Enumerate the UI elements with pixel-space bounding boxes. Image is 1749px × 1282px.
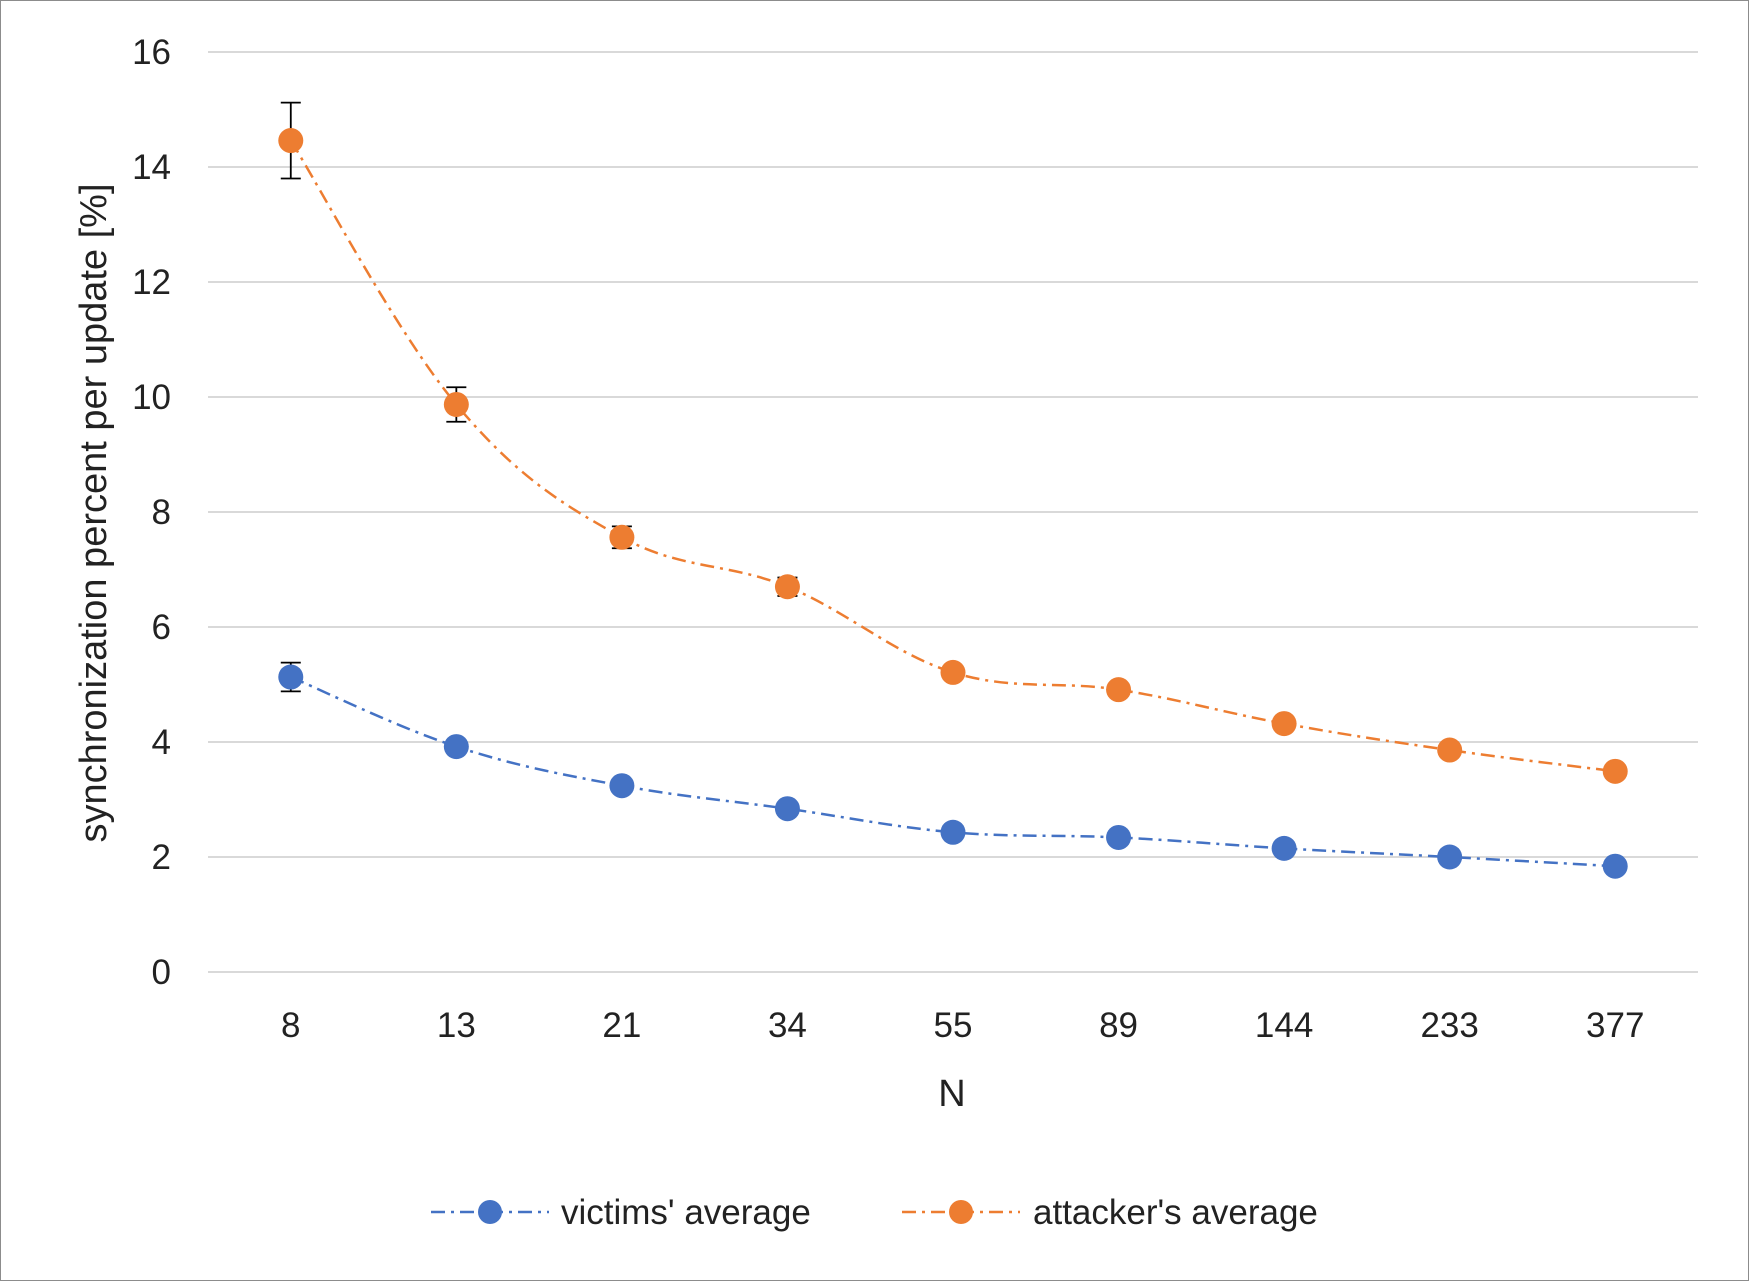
data-point-attacker-55: [940, 659, 966, 685]
series-victims: [278, 661, 1628, 879]
data-point-victims-21: [609, 773, 635, 799]
y-axis-ticks: 0 2 4 6 8 10 12 14 16: [132, 33, 171, 992]
data-point-attacker-144: [1271, 711, 1297, 737]
x-tick-label-21: 21: [602, 1006, 641, 1045]
data-point-attacker-21: [609, 524, 635, 550]
data-point-attacker-233: [1437, 737, 1463, 763]
y-tick-label-4: 4: [152, 723, 171, 762]
y-tick-label-10: 10: [132, 378, 171, 417]
data-point-victims-13: [443, 734, 469, 760]
legend-marker-victims: [478, 1200, 502, 1224]
legend-label-victims: victims' average: [561, 1193, 811, 1232]
y-tick-label-16: 16: [132, 33, 171, 72]
data-point-attacker-34: [774, 574, 800, 600]
data-point-attacker-89: [1106, 677, 1132, 703]
y-axis-title: synchronization percent per update [%]: [73, 183, 115, 842]
x-tick-label-377: 377: [1586, 1006, 1644, 1045]
x-tick-label-34: 34: [768, 1006, 807, 1045]
series-line-attacker: [289, 139, 1616, 773]
y-tick-label-0: 0: [152, 953, 171, 992]
series-attacker: [278, 101, 1628, 784]
x-tick-label-89: 89: [1099, 1006, 1138, 1045]
y-tick-label-2: 2: [152, 838, 171, 877]
series-group: [278, 101, 1628, 879]
data-point-attacker-377: [1602, 758, 1628, 784]
y-tick-label-12: 12: [132, 263, 171, 302]
x-tick-label-55: 55: [934, 1006, 973, 1045]
legend-label-attacker: attacker's average: [1033, 1193, 1318, 1232]
data-point-victims-34: [774, 796, 800, 822]
y-tick-label-14: 14: [132, 148, 171, 187]
legend: victims' average attacker's average: [431, 1193, 1318, 1232]
y-tick-label-8: 8: [152, 493, 171, 532]
x-tick-label-13: 13: [437, 1006, 476, 1045]
data-point-victims-144: [1271, 835, 1297, 861]
legend-item-attacker: attacker's average: [902, 1193, 1318, 1232]
x-tick-label-8: 8: [281, 1006, 300, 1045]
x-axis-title: N: [938, 1073, 965, 1115]
x-tick-label-144: 144: [1255, 1006, 1313, 1045]
data-point-victims-377: [1602, 853, 1628, 879]
legend-item-victims: victims' average: [431, 1193, 811, 1232]
data-point-attacker-13: [443, 391, 469, 417]
x-axis-ticks: 8 13 21 34 55 89 144 233 377: [281, 1006, 1644, 1045]
data-point-victims-233: [1437, 844, 1463, 870]
data-point-victims-55: [940, 819, 966, 845]
data-point-attacker-8: [278, 128, 304, 154]
y-tick-label-6: 6: [152, 608, 171, 647]
legend-marker-attacker: [949, 1200, 973, 1224]
data-point-victims-89: [1106, 824, 1132, 850]
x-tick-label-233: 233: [1420, 1006, 1478, 1045]
data-point-victims-8: [278, 664, 304, 690]
